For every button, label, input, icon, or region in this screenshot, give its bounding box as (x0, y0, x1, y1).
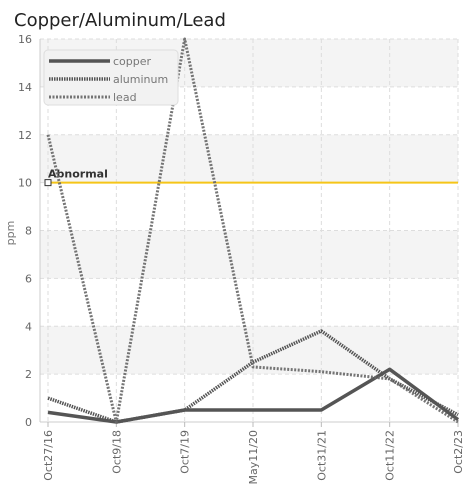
x-tick-label: Oct7/19 (179, 430, 192, 474)
series-group (46, 37, 460, 424)
x-tick-label: Oct31/21 (315, 430, 328, 481)
y-tick-label: 6 (25, 272, 32, 285)
y-tick-label: 14 (18, 81, 32, 94)
y-tick-label: 8 (25, 225, 32, 238)
legend-label-copper: copper (113, 55, 152, 68)
series-line-lead (46, 37, 459, 424)
y-tick-label: 12 (18, 129, 32, 142)
x-tick-label: Oct9/18 (110, 430, 123, 474)
y-tick-label: 10 (18, 177, 32, 190)
y-axis-ticks: 0 2 4 6 8 10 12 14 16 (18, 33, 32, 429)
plot-band (40, 134, 458, 183)
chart-title: Copper/Aluminum/Lead (14, 10, 226, 31)
x-tick-label: Oct2/23 (452, 430, 465, 474)
y-axis-label: ppm (4, 221, 17, 246)
threshold-line-group: Abnormal (44, 168, 458, 187)
x-axis-ticks: Oct27/16 Oct9/18 Oct7/19 May11/20 Oct31/21 Oc… (42, 422, 465, 484)
x-tick-label: Oct27/16 (42, 430, 55, 481)
legend-label-lead: lead (113, 91, 137, 104)
legend-label-aluminum: aluminum (113, 73, 168, 86)
y-tick-label: 16 (18, 33, 32, 46)
x-tick-label: Oct11/22 (384, 430, 397, 481)
y-tick-label: 0 (25, 416, 32, 429)
y-tick-label: 4 (25, 320, 32, 333)
legend-box (43, 49, 179, 106)
y-tick-label: 2 (25, 368, 32, 381)
threshold-marker (44, 179, 52, 187)
threshold-label: Abnormal (48, 168, 108, 181)
legend: copper aluminum lead (43, 49, 179, 106)
plot-band (40, 230, 458, 279)
x-tick-label: May11/20 (247, 430, 260, 484)
